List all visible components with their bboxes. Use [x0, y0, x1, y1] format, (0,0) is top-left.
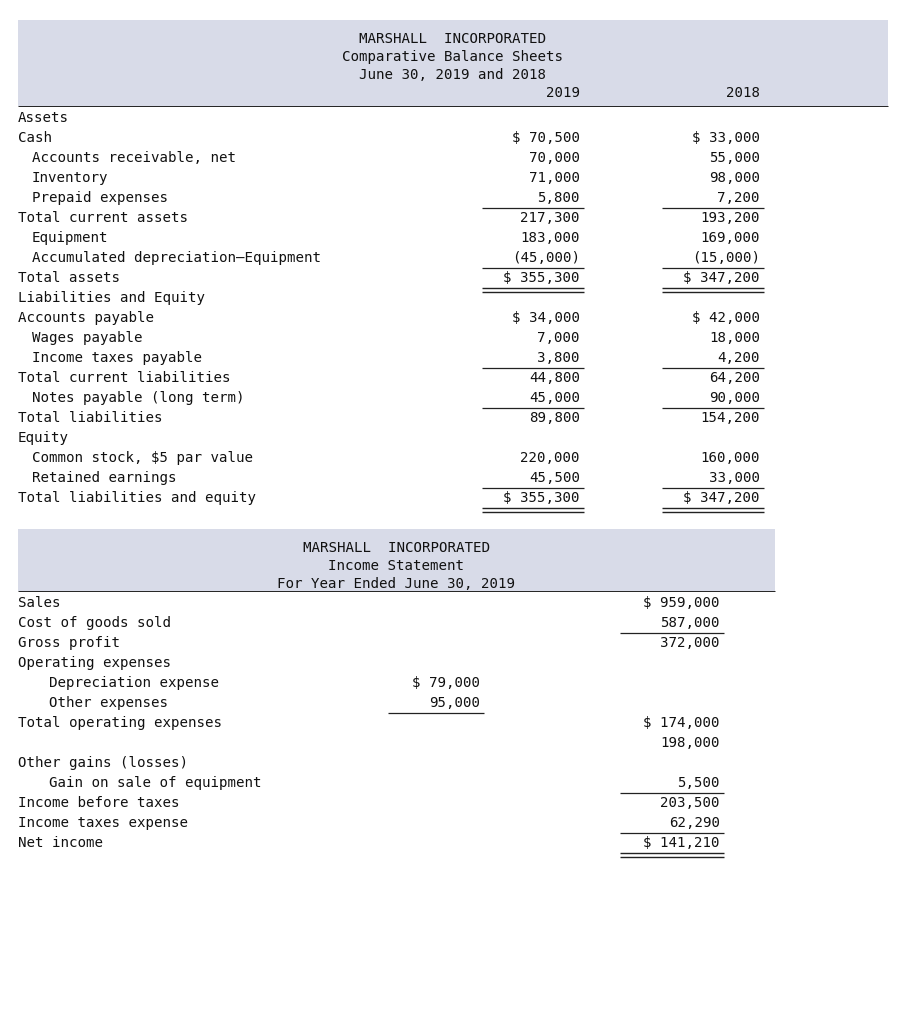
Text: 160,000: 160,000	[700, 451, 759, 465]
Text: MARSHALL  INCORPORATED: MARSHALL INCORPORATED	[303, 541, 489, 555]
Text: (45,000): (45,000)	[511, 251, 580, 265]
Text: 64,200: 64,200	[708, 371, 759, 385]
Text: Total liabilities: Total liabilities	[18, 411, 163, 425]
Text: Accounts receivable, net: Accounts receivable, net	[32, 151, 236, 165]
Text: Comparative Balance Sheets: Comparative Balance Sheets	[342, 50, 563, 63]
Text: 98,000: 98,000	[708, 171, 759, 185]
Text: 193,200: 193,200	[700, 211, 759, 225]
Text: 183,000: 183,000	[520, 231, 580, 245]
Text: June 30, 2019 and 2018: June 30, 2019 and 2018	[359, 68, 546, 82]
Text: $ 959,000: $ 959,000	[643, 596, 719, 610]
Text: 55,000: 55,000	[708, 151, 759, 165]
Text: $ 347,200: $ 347,200	[683, 271, 759, 285]
Text: 217,300: 217,300	[520, 211, 580, 225]
Text: Income before taxes: Income before taxes	[18, 796, 180, 810]
Text: 372,000: 372,000	[660, 636, 719, 650]
Text: 5,800: 5,800	[537, 191, 580, 205]
Text: Income taxes payable: Income taxes payable	[32, 351, 201, 365]
Text: Gross profit: Gross profit	[18, 636, 120, 650]
Text: Accounts payable: Accounts payable	[18, 311, 154, 325]
Text: For Year Ended June 30, 2019: For Year Ended June 30, 2019	[277, 577, 515, 591]
Text: $ 174,000: $ 174,000	[643, 716, 719, 730]
Text: Cost of goods sold: Cost of goods sold	[18, 616, 171, 630]
Text: Total current assets: Total current assets	[18, 211, 188, 225]
Text: 169,000: 169,000	[700, 231, 759, 245]
Text: 90,000: 90,000	[708, 391, 759, 406]
Text: $ 70,500: $ 70,500	[511, 131, 580, 145]
Text: 203,500: 203,500	[660, 796, 719, 810]
Text: Cash: Cash	[18, 131, 52, 145]
Text: 18,000: 18,000	[708, 331, 759, 345]
Text: 154,200: 154,200	[700, 411, 759, 425]
Text: 95,000: 95,000	[429, 696, 479, 710]
Text: Accumulated depreciation–Equipment: Accumulated depreciation–Equipment	[32, 251, 321, 265]
Text: $ 33,000: $ 33,000	[691, 131, 759, 145]
Text: Common stock, $5 par value: Common stock, $5 par value	[32, 451, 253, 465]
Text: 2019: 2019	[545, 86, 580, 100]
Text: Equity: Equity	[18, 431, 69, 445]
Text: $ 42,000: $ 42,000	[691, 311, 759, 325]
Bar	[18, 20, 887, 106]
Text: $ 79,000: $ 79,000	[412, 676, 479, 690]
Text: (15,000): (15,000)	[691, 251, 759, 265]
Text: 3,800: 3,800	[537, 351, 580, 365]
Text: 7,200: 7,200	[717, 191, 759, 205]
Text: Income taxes expense: Income taxes expense	[18, 816, 188, 830]
Text: 89,800: 89,800	[528, 411, 580, 425]
Text: 198,000: 198,000	[660, 736, 719, 750]
Text: Total assets: Total assets	[18, 271, 120, 285]
Text: Wages payable: Wages payable	[32, 331, 143, 345]
Text: 33,000: 33,000	[708, 471, 759, 485]
Text: 71,000: 71,000	[528, 171, 580, 185]
Text: 7,000: 7,000	[537, 331, 580, 345]
Text: 44,800: 44,800	[528, 371, 580, 385]
Text: Equipment: Equipment	[32, 231, 108, 245]
Text: 45,000: 45,000	[528, 391, 580, 406]
Text: Depreciation expense: Depreciation expense	[32, 676, 219, 690]
Text: Sales: Sales	[18, 596, 61, 610]
Text: Total operating expenses: Total operating expenses	[18, 716, 222, 730]
Text: Liabilities and Equity: Liabilities and Equity	[18, 291, 205, 305]
Text: 587,000: 587,000	[660, 616, 719, 630]
Text: Operating expenses: Operating expenses	[18, 656, 171, 670]
Bar	[18, 529, 774, 591]
Text: Other gains (losses): Other gains (losses)	[18, 756, 188, 770]
Text: Assets: Assets	[18, 111, 69, 125]
Text: 62,290: 62,290	[668, 816, 719, 830]
Text: Inventory: Inventory	[32, 171, 108, 185]
Text: $ 355,300: $ 355,300	[503, 490, 580, 505]
Text: $ 347,200: $ 347,200	[683, 490, 759, 505]
Text: $ 141,210: $ 141,210	[643, 836, 719, 850]
Text: 5,500: 5,500	[676, 776, 719, 790]
Text: 2018: 2018	[725, 86, 759, 100]
Text: Gain on sale of equipment: Gain on sale of equipment	[32, 776, 261, 790]
Text: 45,500: 45,500	[528, 471, 580, 485]
Text: $ 34,000: $ 34,000	[511, 311, 580, 325]
Text: Prepaid expenses: Prepaid expenses	[32, 191, 168, 205]
Text: Other expenses: Other expenses	[32, 696, 168, 710]
Text: Notes payable (long term): Notes payable (long term)	[32, 391, 244, 406]
Text: MARSHALL  INCORPORATED: MARSHALL INCORPORATED	[359, 32, 546, 46]
Text: 220,000: 220,000	[520, 451, 580, 465]
Text: 4,200: 4,200	[717, 351, 759, 365]
Text: Retained earnings: Retained earnings	[32, 471, 176, 485]
Text: Net income: Net income	[18, 836, 103, 850]
Text: $ 355,300: $ 355,300	[503, 271, 580, 285]
Text: Income Statement: Income Statement	[328, 559, 464, 573]
Text: 70,000: 70,000	[528, 151, 580, 165]
Text: Total current liabilities: Total current liabilities	[18, 371, 230, 385]
Text: Total liabilities and equity: Total liabilities and equity	[18, 490, 256, 505]
